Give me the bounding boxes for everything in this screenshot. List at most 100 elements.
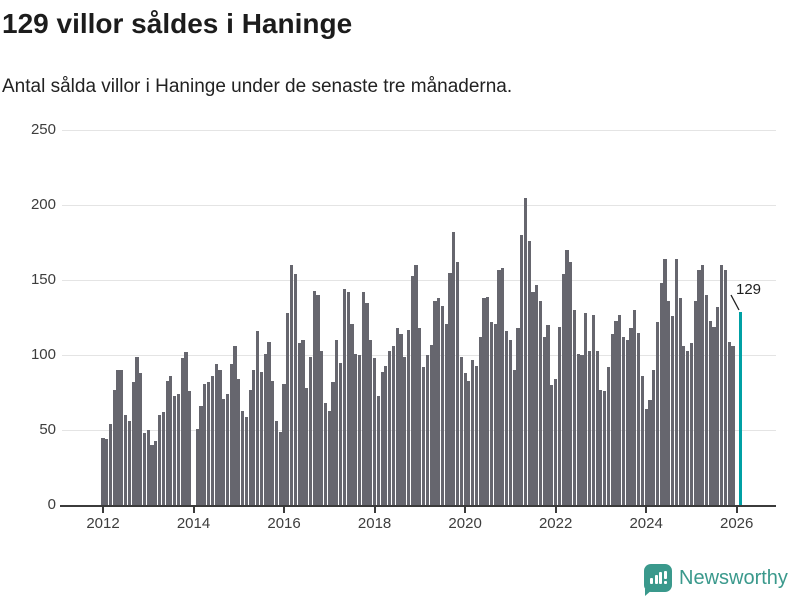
- bar-month-136: [614, 320, 618, 505]
- bar-month-27: [203, 383, 207, 505]
- bar-month-2: [108, 424, 113, 505]
- bar-month-122: [561, 274, 565, 505]
- bar-annotation: 129: [728, 281, 774, 311]
- x-tick-2024: [645, 507, 648, 513]
- bar-month-61: [331, 382, 335, 505]
- x-axis-label-2014: 2014: [176, 515, 211, 532]
- bar-month-57: [316, 295, 320, 505]
- x-axis-label-2024: 2024: [629, 515, 663, 532]
- bar-month-159: [701, 265, 705, 505]
- bar-month-144: [644, 409, 648, 505]
- bar-month-112: [523, 197, 528, 505]
- bar-month-65: [346, 292, 350, 505]
- bar-month-43: [263, 353, 267, 505]
- bar-month-96: [463, 373, 467, 505]
- x-tick-2026: [735, 507, 738, 513]
- x-axis-label-2012: 2012: [86, 515, 120, 532]
- bar-month-80: [403, 356, 407, 505]
- bar-month-58: [320, 350, 324, 505]
- bar-month-53: [301, 340, 305, 505]
- bar-month-66: [350, 323, 354, 505]
- bar-month-76: [388, 350, 392, 505]
- x-tick-2020: [464, 507, 467, 513]
- bar-month-16: [161, 412, 165, 505]
- bar-month-50: [290, 265, 294, 505]
- x-axis-label-2020: 2020: [448, 515, 482, 532]
- bar-month-161: [708, 320, 712, 505]
- bar-month-164: [720, 265, 724, 505]
- annotation-value-label: 129: [736, 281, 762, 298]
- bar-month-110: [516, 328, 520, 505]
- bar-month-154: [682, 346, 686, 505]
- bar-month-36: [237, 379, 241, 505]
- bar-month-28: [207, 382, 211, 505]
- y-axis-label-150: 150: [30, 271, 56, 288]
- bar-month-33: [225, 394, 230, 505]
- bar-month-42: [259, 371, 263, 505]
- bar-month-115: [535, 284, 539, 505]
- bar-month-111: [520, 235, 524, 505]
- bar-month-5: [120, 370, 124, 505]
- bar-latest-highlight: [738, 311, 743, 505]
- y-axis-label-0: 0: [47, 496, 56, 513]
- bar-month-3: [112, 389, 116, 505]
- bar-month-163: [716, 307, 720, 505]
- bar-month-9: [135, 356, 139, 505]
- bar-month-6: [124, 415, 128, 505]
- bar-month-155: [686, 350, 690, 505]
- bar-month-25: [195, 428, 199, 505]
- bar-month-128: [584, 313, 588, 505]
- bar-month-35: [233, 346, 237, 505]
- x-tick-2016: [283, 507, 286, 513]
- bar-month-68: [357, 355, 362, 505]
- bar-month-14: [154, 440, 158, 505]
- bar-month-150: [667, 301, 671, 505]
- bar-month-123: [565, 250, 569, 505]
- annotation-leader-line: [730, 294, 740, 311]
- bar-month-92: [448, 272, 452, 505]
- bar-month-62: [335, 340, 339, 505]
- bar-month-130: [591, 314, 595, 505]
- bar-month-63: [339, 362, 343, 505]
- bar-month-142: [637, 332, 641, 505]
- newsworthy-logo[interactable]: Newsworthy: [644, 562, 788, 596]
- bar-month-124: [569, 262, 573, 505]
- x-axis-label-2016: 2016: [267, 515, 301, 532]
- bar-month-52: [297, 343, 301, 505]
- bar-month-117: [542, 337, 546, 505]
- bar-month-86: [425, 355, 429, 505]
- bar-month-75: [384, 365, 388, 505]
- y-axis-label-100: 100: [30, 346, 56, 363]
- bar-month-13: [150, 445, 154, 505]
- bar-month-131: [595, 350, 599, 505]
- bar-month-37: [240, 410, 245, 505]
- x-axis-label-2022: 2022: [538, 515, 573, 532]
- bar-month-51: [293, 274, 297, 505]
- bar-month-91: [444, 323, 448, 505]
- bar-month-78: [395, 328, 399, 505]
- x-tick-2012: [102, 507, 104, 513]
- bar-month-84: [418, 328, 422, 505]
- bar-month-140: [629, 328, 633, 505]
- bar-month-135: [610, 334, 614, 505]
- bar-month-100: [478, 337, 482, 505]
- bar-month-44: [267, 341, 271, 505]
- bar-month-41: [256, 331, 260, 505]
- bar-month-22: [184, 352, 188, 505]
- bar-month-153: [678, 298, 682, 505]
- bar-month-94: [455, 262, 460, 505]
- x-axis-line: [60, 505, 776, 507]
- bar-month-151: [670, 316, 675, 505]
- bar-month-139: [625, 340, 629, 505]
- bar-month-39: [248, 389, 252, 505]
- gridline-y-200: [62, 205, 776, 206]
- bar-month-90: [440, 305, 445, 505]
- bar-month-10: [139, 373, 143, 505]
- bar-month-23: [188, 391, 192, 505]
- bar-month-59: [323, 403, 328, 505]
- bar-month-82: [410, 275, 414, 505]
- bar-month-40: [252, 370, 256, 505]
- bar-month-32: [222, 398, 226, 505]
- bar-month-104: [493, 323, 497, 505]
